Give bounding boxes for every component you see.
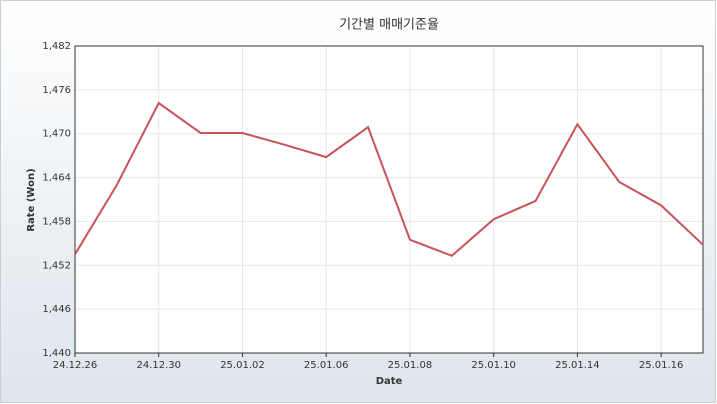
y-axis-title: Rate (Won) [26,168,37,231]
x-tick-label: 25.01.10 [471,360,516,371]
y-tick-label: 1,440 [42,348,71,359]
y-tick-label: 1,482 [42,41,71,52]
x-tick-label: 25.01.06 [304,360,349,371]
y-tick-label: 1,464 [42,173,71,184]
chart-title: 기간별 매매기준율 [339,18,439,33]
y-tick-label: 1,470 [42,129,71,140]
x-tick-label: 24.12.30 [136,360,181,371]
line-series [74,101,704,257]
x-tick-label: 25.01.16 [639,360,684,371]
x-tick-label: 25.01.02 [220,360,265,371]
y-tick-label: 1,446 [42,304,71,315]
y-tick-label: 1,476 [42,85,71,96]
y-tick-label: 1,458 [42,216,71,227]
x-tick-label: 25.01.14 [555,360,600,371]
x-tick-label: 24.12.26 [53,360,98,371]
x-tick-label: 25.01.08 [388,360,433,371]
x-axis-title: Date [376,376,403,387]
y-tick-label: 1,452 [42,260,71,271]
plot-area [74,45,704,354]
plot-border [74,45,704,354]
